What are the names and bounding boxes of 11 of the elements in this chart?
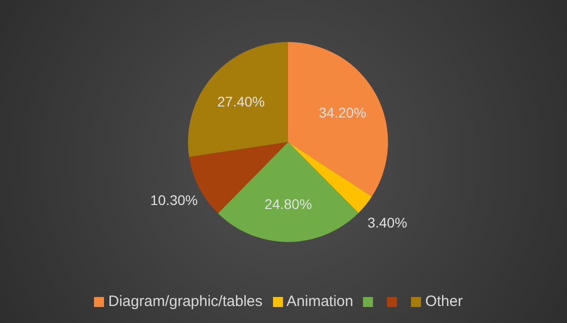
legend-label: Animation xyxy=(286,293,354,310)
data-label: 3.40% xyxy=(367,214,408,231)
pie-slice xyxy=(218,142,358,242)
data-label: 10.30% xyxy=(150,192,198,208)
data-label: 34.20% xyxy=(318,104,366,120)
data-label: 24.80% xyxy=(264,196,312,212)
legend-label: Other xyxy=(425,293,463,310)
pie-slice xyxy=(288,42,388,196)
pie-slice xyxy=(188,42,288,157)
data-label: 27.40% xyxy=(217,94,265,110)
legend-label: Diagram/graphic/tables xyxy=(108,293,263,310)
